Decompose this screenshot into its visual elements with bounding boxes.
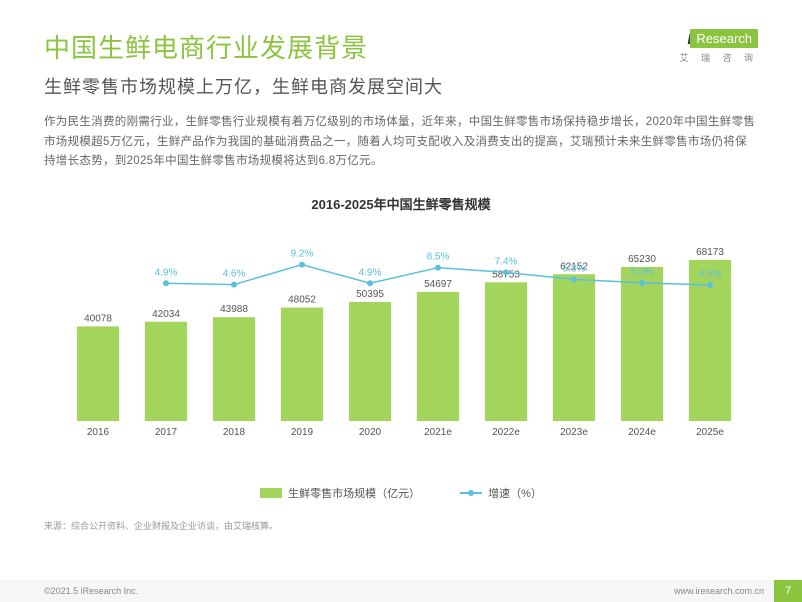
x-axis-label: 2016	[87, 427, 110, 438]
line-marker	[231, 281, 237, 287]
bar	[145, 321, 187, 420]
line-value-label: 7.4%	[495, 256, 518, 267]
x-axis-label: 2019	[291, 427, 314, 438]
legend-line: 增速（%）	[460, 485, 542, 501]
page-title: 中国生鲜电商行业发展背景	[44, 28, 368, 65]
line-value-label: 4.5%	[699, 269, 722, 280]
x-axis-label: 2024e	[628, 427, 656, 438]
page-number: 7	[774, 580, 802, 602]
logo-text: Research	[690, 29, 758, 48]
bar-value-label: 48052	[288, 294, 316, 305]
page-footer: ©2021.5 iResearch Inc. www.iresearch.com…	[0, 580, 802, 602]
bar	[417, 291, 459, 420]
bar-value-label: 42034	[152, 308, 180, 319]
line-value-label: 8.5%	[427, 251, 450, 262]
x-axis-label: 2020	[359, 427, 382, 438]
logo-subtext: 艾 瑞 咨 询	[679, 51, 758, 64]
x-axis-label: 2021e	[424, 427, 452, 438]
bar	[77, 326, 119, 421]
bar	[213, 317, 255, 421]
line-value-label: 5.8%	[563, 263, 586, 274]
source-note: 来源：综合公开资料、企业财报及企业访谈，由艾瑞核算。	[44, 519, 758, 532]
bar	[621, 267, 663, 421]
line-value-label: 4.9%	[155, 267, 178, 278]
bar-value-label: 68173	[696, 247, 724, 258]
legend-bar: 生鲜零售市场规模（亿元）	[260, 485, 420, 501]
bar-value-label: 54697	[424, 278, 452, 289]
line-marker	[299, 261, 305, 267]
chart-title: 2016-2025年中国生鲜零售规模	[44, 194, 758, 213]
line-marker	[163, 280, 169, 286]
bar	[349, 302, 391, 421]
bar-value-label: 40078	[84, 313, 112, 324]
line-value-label: 4.6%	[223, 268, 246, 279]
x-axis-label: 2018	[223, 427, 246, 438]
line-marker	[707, 282, 713, 288]
bar-value-label: 43988	[220, 304, 248, 315]
line-marker	[435, 264, 441, 270]
x-axis-label: 2017	[155, 427, 178, 438]
line-value-label: 4.9%	[359, 267, 382, 278]
bar-value-label: 65230	[628, 254, 656, 265]
chart-area: 40078 2016 42034 2017 43988 2018 48052 2019 5039…	[54, 221, 748, 481]
chart-svg: 40078 2016 42034 2017 43988 2018 48052 2019 5039…	[54, 221, 754, 441]
legend-bar-swatch	[260, 488, 282, 498]
legend-line-swatch	[460, 492, 482, 494]
brand-logo: i Research 艾 瑞 咨 询	[679, 28, 758, 64]
bar-value-label: 50395	[356, 289, 384, 300]
bar	[281, 307, 323, 420]
line-marker	[367, 280, 373, 286]
legend-line-label: 增速（%）	[488, 485, 542, 501]
line-marker	[639, 279, 645, 285]
chart-legend: 生鲜零售市场规模（亿元） 增速（%）	[44, 485, 758, 501]
line-marker	[571, 276, 577, 282]
legend-bar-label: 生鲜零售市场规模（亿元）	[288, 485, 420, 501]
body-paragraph: 作为民生消费的刚需行业，生鲜零售行业规模有着万亿级别的市场体量，近年来，中国生鲜…	[44, 113, 758, 172]
x-axis-label: 2023e	[560, 427, 588, 438]
x-axis-label: 2022e	[492, 427, 520, 438]
footer-copyright: ©2021.5 iResearch Inc.	[44, 586, 138, 596]
page-subtitle: 生鲜零售市场规模上万亿，生鲜电商发展空间大	[44, 73, 758, 99]
footer-url: www.iresearch.com.cn	[674, 586, 774, 596]
bar	[553, 274, 595, 421]
bar	[485, 282, 527, 421]
line-value-label: 5.0%	[631, 266, 654, 277]
x-axis-label: 2025e	[696, 427, 724, 438]
line-marker	[503, 269, 509, 275]
line-value-label: 9.2%	[291, 248, 314, 259]
